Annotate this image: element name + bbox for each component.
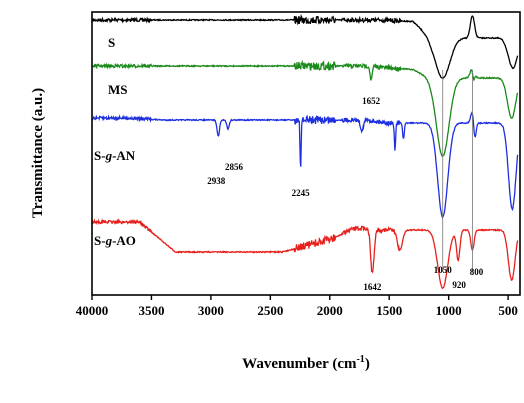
x-tick-label-4000: 40000 (76, 303, 109, 318)
series-label-s-g-ao: S-g-AO (94, 233, 136, 248)
x-tick-label-1500: 1500 (376, 303, 402, 318)
series-label-s-g-an: S-g-AN (94, 148, 136, 163)
series-line-ms (91, 59, 519, 158)
peak-label-1642: 1642 (363, 282, 382, 292)
x-axis-title: Wavenumber (cm-1) (242, 354, 370, 372)
x-tick-label-2000: 2000 (317, 303, 343, 318)
x-axis-title-close: ) (365, 356, 370, 372)
series-line-s-g-ao (91, 217, 519, 290)
peak-label-2938: 2938 (207, 176, 226, 186)
series-label-s: S (108, 35, 115, 50)
x-tick-label-3500: 3500 (138, 303, 164, 318)
x-axis-ticks: 40000 3500 3000 2500 2000 1500 1000 500 (76, 295, 518, 318)
series-label-ms: MS (108, 82, 128, 97)
peak-label-920: 920 (452, 280, 466, 290)
y-axis-title: Transmittance (a.u.) (30, 88, 46, 218)
peak-label-2245: 2245 (292, 188, 311, 198)
plot-frame (91, 11, 521, 296)
reference-lines (442, 70, 473, 272)
x-tick-label-3000: 3000 (198, 303, 224, 318)
x-tick-label-2500: 2500 (257, 303, 283, 318)
x-axis-title-main: Wavenumber (cm (242, 356, 357, 372)
series-layer (91, 13, 519, 290)
x-tick-label-500: 500 (498, 303, 518, 318)
peak-label-1652: 1652 (362, 96, 381, 106)
series-line-s (91, 13, 519, 80)
x-tick-label-1000: 1000 (436, 303, 462, 318)
series-labels: S MS S-g-AN S-g-AO (94, 35, 136, 248)
peak-label-800: 800 (470, 267, 484, 277)
peak-label-1050: 1050 (434, 265, 453, 275)
x-axis-title-sup: -1 (356, 354, 364, 365)
peak-label-2856: 2856 (225, 162, 244, 172)
series-line-s-g-an (91, 110, 519, 219)
peak-annotations: 1652 2856 2938 2245 1642 1050 920 800 (207, 96, 483, 292)
